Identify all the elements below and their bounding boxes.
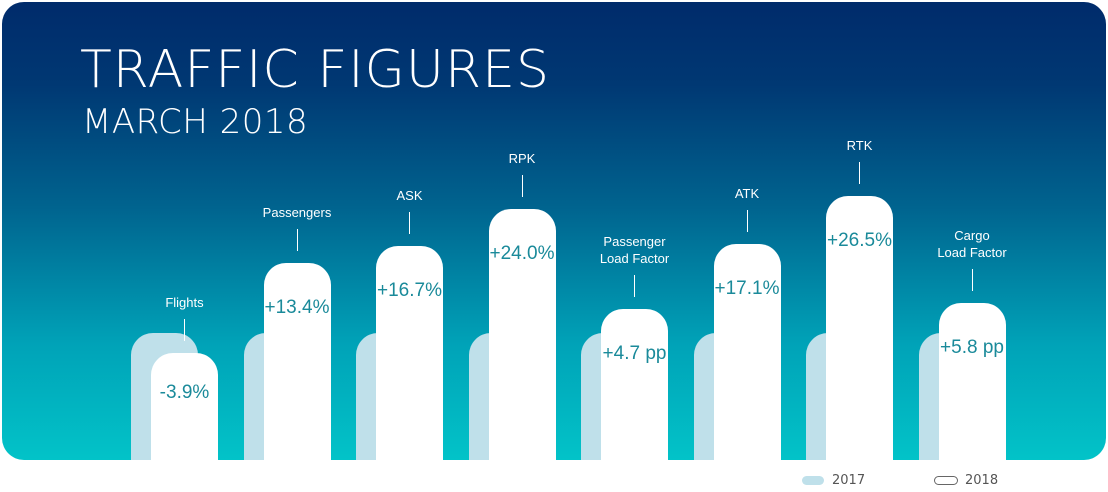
label-tick-rpk — [521, 174, 523, 197]
category-label-ask: ASK — [396, 188, 423, 204]
value-label-rtk: +26.5% — [827, 229, 892, 251]
page-title: TRAFFIC FIGURES — [80, 40, 550, 100]
label-tick-cargo-load-factor — [971, 268, 973, 291]
bar-2018-atk — [713, 244, 781, 460]
bar-2018-rpk — [488, 208, 556, 460]
category-label-flights: Flights — [165, 295, 204, 311]
value-label-ask: +16.7% — [377, 280, 442, 302]
category-label-passengers: Passengers — [262, 205, 332, 221]
page-subtitle: MARCH 2018 — [82, 102, 309, 142]
category-label-atk: ATK — [734, 186, 760, 202]
bar-2018-cargo-load-factor — [938, 302, 1006, 460]
value-label-passenger-load-factor: +4.7 pp — [602, 342, 667, 364]
bar-2018-passenger-load-factor — [601, 308, 668, 460]
category-label-rpk: RPK — [508, 150, 536, 166]
bar-2018-ask — [376, 246, 443, 460]
value-label-rpk: +24.0% — [489, 242, 555, 264]
bar-2018-rtk — [826, 195, 893, 460]
category-label-cargo-load-factor: Cargo Load Factor — [937, 227, 1007, 260]
label-tick-passenger-load-factor — [634, 274, 635, 297]
category-label-rtk: RTK — [846, 137, 873, 153]
value-label-flights: -3.9% — [159, 382, 210, 404]
value-label-atk: +17.1% — [714, 278, 780, 300]
label-tick-flights — [184, 319, 185, 342]
label-tick-rtk — [859, 161, 860, 184]
legend-label-2017: 2017 — [832, 473, 866, 488]
bar-2018-passengers — [263, 263, 331, 460]
category-label-passenger-load-factor: Passenger Load Factor — [599, 233, 670, 266]
label-tick-atk — [746, 210, 748, 233]
legend-label-2018: 2018 — [965, 473, 999, 488]
label-tick-ask — [409, 212, 410, 235]
legend-swatch-2018 — [934, 476, 958, 485]
value-label-passengers: +13.4% — [264, 297, 330, 319]
bar-2018-flights — [151, 353, 218, 460]
label-tick-passengers — [296, 229, 298, 252]
value-label-cargo-load-factor: +5.8 pp — [940, 336, 1004, 358]
legend-swatch-2017 — [802, 476, 824, 485]
